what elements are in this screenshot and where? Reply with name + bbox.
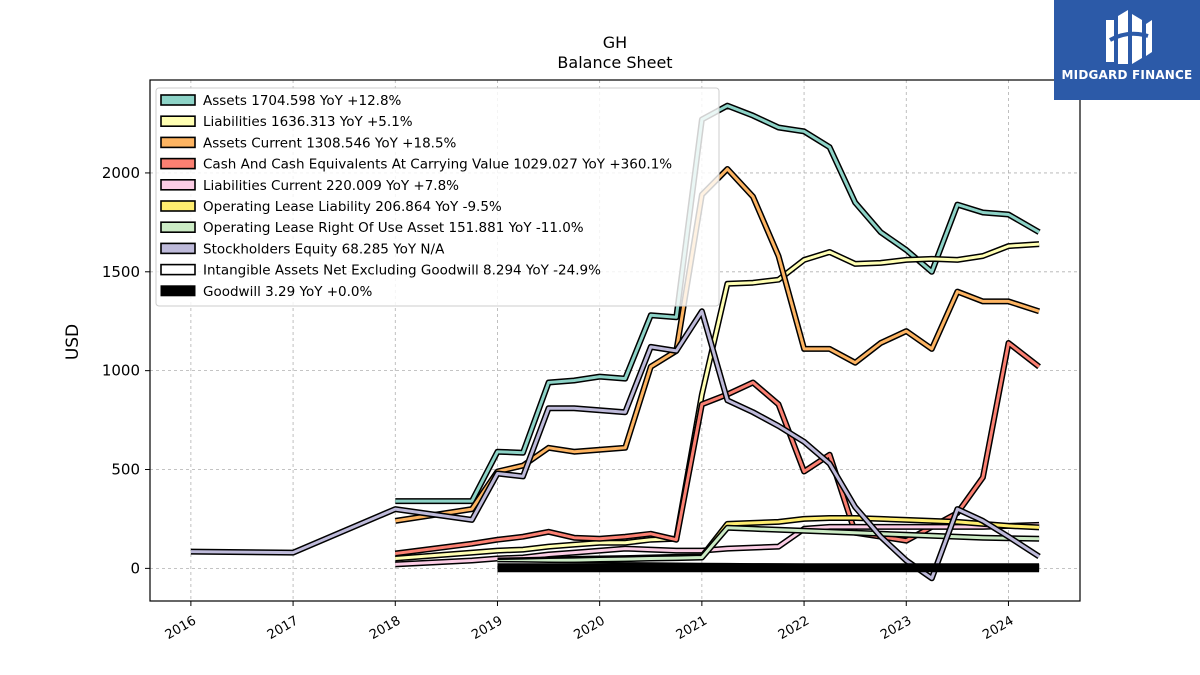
legend-entry: Cash And Cash Equivalents At Carrying Va… [160, 157, 672, 173]
legend-label: Operating Lease Right Of Use Asset 151.8… [203, 220, 584, 236]
legend-label: Cash And Cash Equivalents At Carrying Va… [203, 157, 672, 173]
legend-swatch [160, 263, 196, 276]
y-tick-label: 1000 [102, 362, 140, 380]
legend-label: Assets 1704.598 YoY +12.8% [203, 93, 402, 109]
series-2 [395, 241, 1040, 562]
legend-swatch [160, 94, 196, 106]
legend-entry: Operating Lease Liability 206.864 YoY -9… [160, 199, 502, 215]
legend-swatch [160, 200, 196, 212]
series-line [395, 242, 1040, 560]
series-line [190, 309, 1040, 580]
y-axis-label: USD [63, 324, 83, 360]
legend-label: Stockholders Equity 68.285 YoY N/A [203, 241, 445, 257]
y-tick-label: 500 [111, 461, 140, 479]
legend-entry: Assets 1704.598 YoY +12.8% [160, 93, 402, 109]
brand-logo: MIDGARD FINANCE [1054, 0, 1200, 100]
series-3 [394, 166, 1041, 524]
legend-entry: Liabilities Current 220.009 YoY +7.8% [160, 178, 459, 194]
series-line [395, 167, 1040, 523]
legend-box [155, 87, 720, 307]
data-series [190, 102, 1041, 582]
legend-swatch [160, 242, 196, 255]
legend-entry: Assets Current 1308.546 YoY +18.5% [160, 135, 457, 151]
brand-name: MIDGARD FINANCE [1061, 68, 1193, 82]
y-tick-label: 1500 [102, 263, 140, 281]
legend-label: Intangible Assets Net Excluding Goodwill… [203, 263, 601, 279]
legend-label: Assets Current 1308.546 YoY +18.5% [203, 135, 457, 151]
series-5 [395, 521, 1040, 568]
legend-entry: Stockholders Equity 68.285 YoY N/A [160, 241, 445, 257]
legend-entry: Goodwill 3.29 YoY +0.0% [160, 284, 373, 300]
legend-label: Operating Lease Liability 206.864 YoY -9… [203, 199, 502, 215]
legend-label: Liabilities 1636.313 YoY +5.1% [203, 114, 413, 130]
y-tick-label: 2000 [102, 164, 140, 182]
legend-entry: Intangible Assets Net Excluding Goodwill… [160, 263, 601, 279]
legend-swatch [160, 179, 196, 191]
legend-swatch [160, 136, 196, 149]
brand-mark-icon [1106, 10, 1152, 64]
legend-label: Liabilities Current 220.009 YoY +7.8% [203, 178, 459, 194]
legend-entry: Operating Lease Right Of Use Asset 151.8… [160, 220, 584, 236]
legend-swatch [160, 157, 196, 170]
series-8 [190, 308, 1041, 582]
series-line [395, 523, 1040, 566]
chart-title: GH [603, 33, 627, 52]
y-tick-label: 0 [130, 559, 140, 577]
legend: Assets 1704.598 YoY +12.8% Liabilities 16… [155, 87, 720, 307]
legend-label: Goodwill 3.29 YoY +0.0% [203, 284, 373, 300]
legend-swatch [160, 285, 196, 297]
legend-swatch [160, 115, 196, 127]
chart-subtitle: Balance Sheet [557, 53, 672, 72]
legend-entry: Liabilities 1636.313 YoY +5.1% [160, 114, 413, 130]
legend-swatch [160, 221, 196, 233]
plot-frame [149, 79, 1081, 602]
